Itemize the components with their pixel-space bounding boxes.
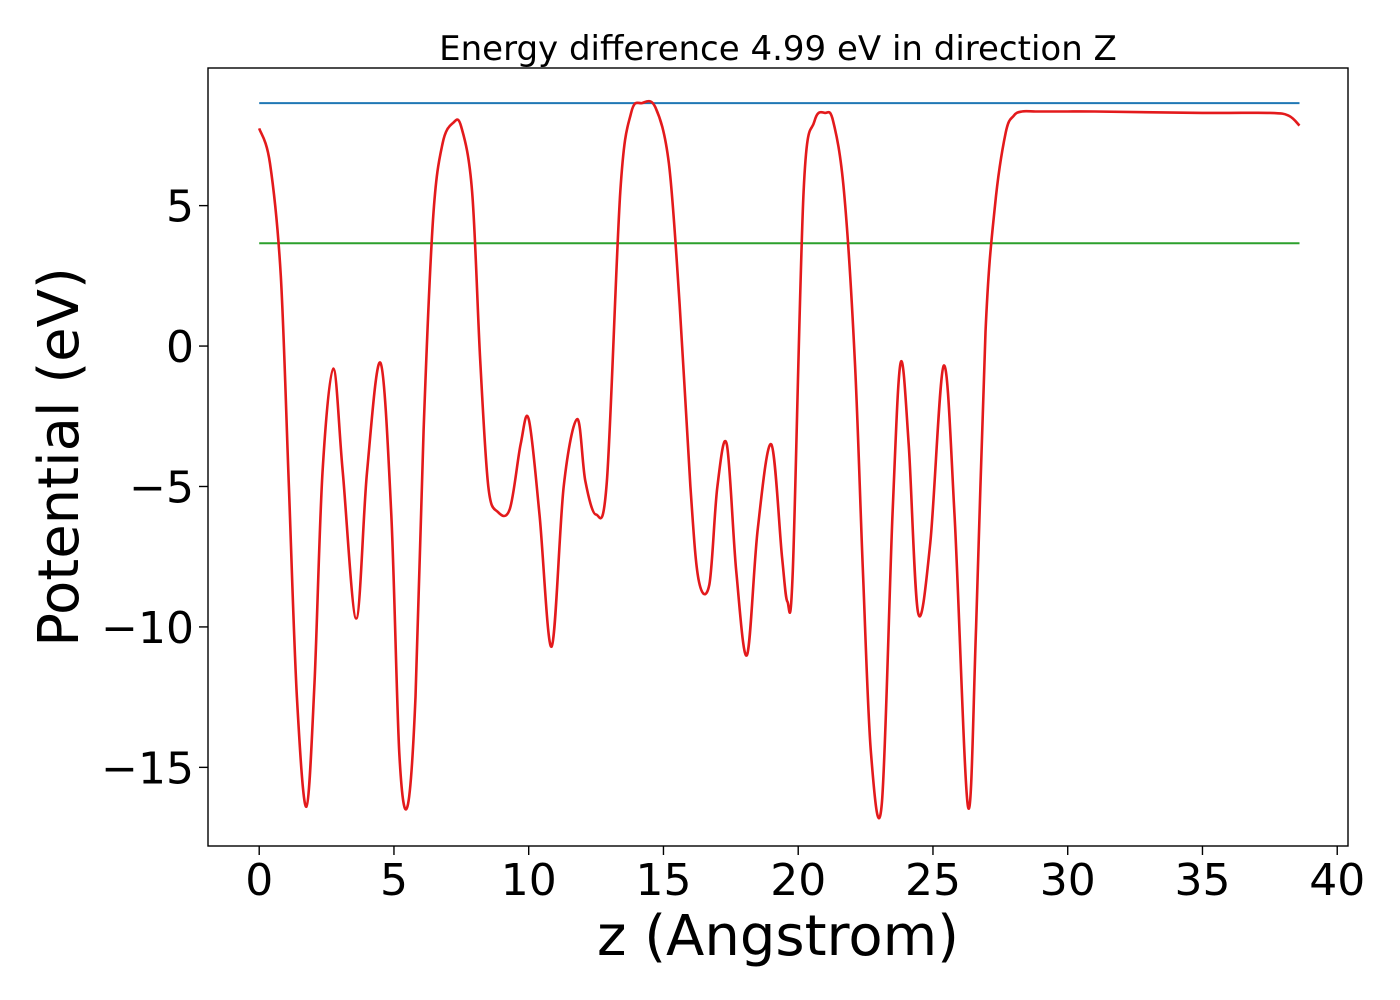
series-layer (257, 99, 1301, 820)
x-tick-label: 35 (1174, 855, 1230, 906)
y-tick-label: −15 (101, 743, 194, 794)
y-axis-label: Potential (eV) (27, 267, 92, 647)
y-tick-label: 5 (166, 182, 194, 233)
plot-area (207, 67, 1349, 847)
y-tick-label: 0 (166, 322, 194, 373)
y-tick-label: −10 (101, 603, 194, 654)
x-tick-label: 30 (1040, 855, 1096, 906)
x-tick-label: 5 (380, 855, 408, 906)
x-tick-label: 0 (245, 855, 273, 906)
x-axis-label: z (Angstrom) (597, 904, 959, 969)
x-tick-label: 10 (501, 855, 557, 906)
x-axis-ticks: 0 5 10 15 20 25 30 35 40 (245, 846, 1365, 906)
y-tick-label: −5 (129, 462, 194, 513)
plot-frame (207, 67, 1349, 847)
chart-title: Energy difference 4.99 eV in direction Z (439, 29, 1117, 69)
y-axis-ticks: −15 −10 −5 0 5 (101, 182, 208, 794)
x-tick-label: 15 (635, 855, 691, 906)
x-tick-label: 25 (905, 855, 961, 906)
x-tick-label: 20 (770, 855, 826, 906)
series-line-2 (257, 99, 1301, 820)
x-tick-label: 40 (1309, 855, 1365, 906)
